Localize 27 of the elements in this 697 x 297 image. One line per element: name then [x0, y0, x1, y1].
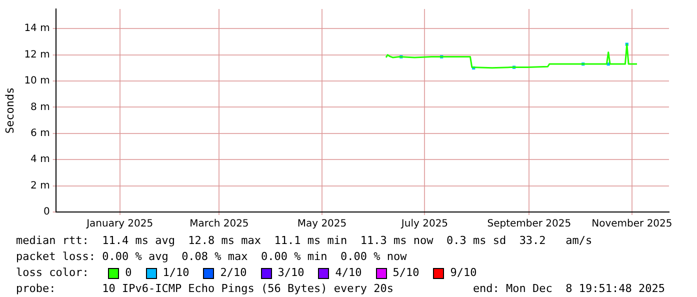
legend-label: 2/10: [220, 265, 247, 281]
legend-label: 3/10: [278, 265, 304, 281]
y-tick-label: 4 m: [30, 154, 50, 166]
text: packet loss: 0.00 % avg 0.08 % max 0.00 % min 0.00 % now: [16, 249, 408, 265]
y-tick-label: 2 m: [30, 180, 50, 192]
x-tick-label: July 2025: [400, 218, 448, 230]
x-tick-label: September 2025: [487, 218, 572, 230]
x-tick-label: November 2025: [592, 218, 672, 230]
legend-label: 4/10: [335, 265, 362, 281]
x-tick-label: May 2025: [297, 218, 347, 230]
y-tick-label: 10 m: [24, 76, 50, 87]
legend-label: 1/10: [162, 265, 190, 281]
y-axis-title: Seconds: [3, 87, 16, 134]
x-tick-label: January 2025: [86, 218, 154, 230]
y-tick-label: 6 m: [30, 128, 50, 140]
text: probe: 10 IPv6-ICMP Echo Pings (56 Bytes) every 20s: [16, 282, 394, 295]
text: end: Mon Dec 8 19:51:48 2025: [472, 281, 665, 297]
y-tick-label: 8 m: [30, 102, 50, 113]
legend-title: loss color:: [16, 265, 90, 281]
legend-label: 0: [125, 265, 132, 281]
y-tick-label: 0: [43, 206, 50, 218]
legend-label: 5/10: [392, 265, 420, 281]
y-tick-label: 14 m: [24, 23, 50, 34]
x-tick-label: March 2025: [190, 218, 249, 230]
text: median rtt: 11.4 ms avg 12.8 ms max 11.1 ms min 11.3 ms now 0.3 ms sd 33.2 am/s: [16, 233, 594, 249]
legend-label: 9/10: [450, 265, 477, 281]
y-tick-label: 12 m: [24, 49, 50, 60]
